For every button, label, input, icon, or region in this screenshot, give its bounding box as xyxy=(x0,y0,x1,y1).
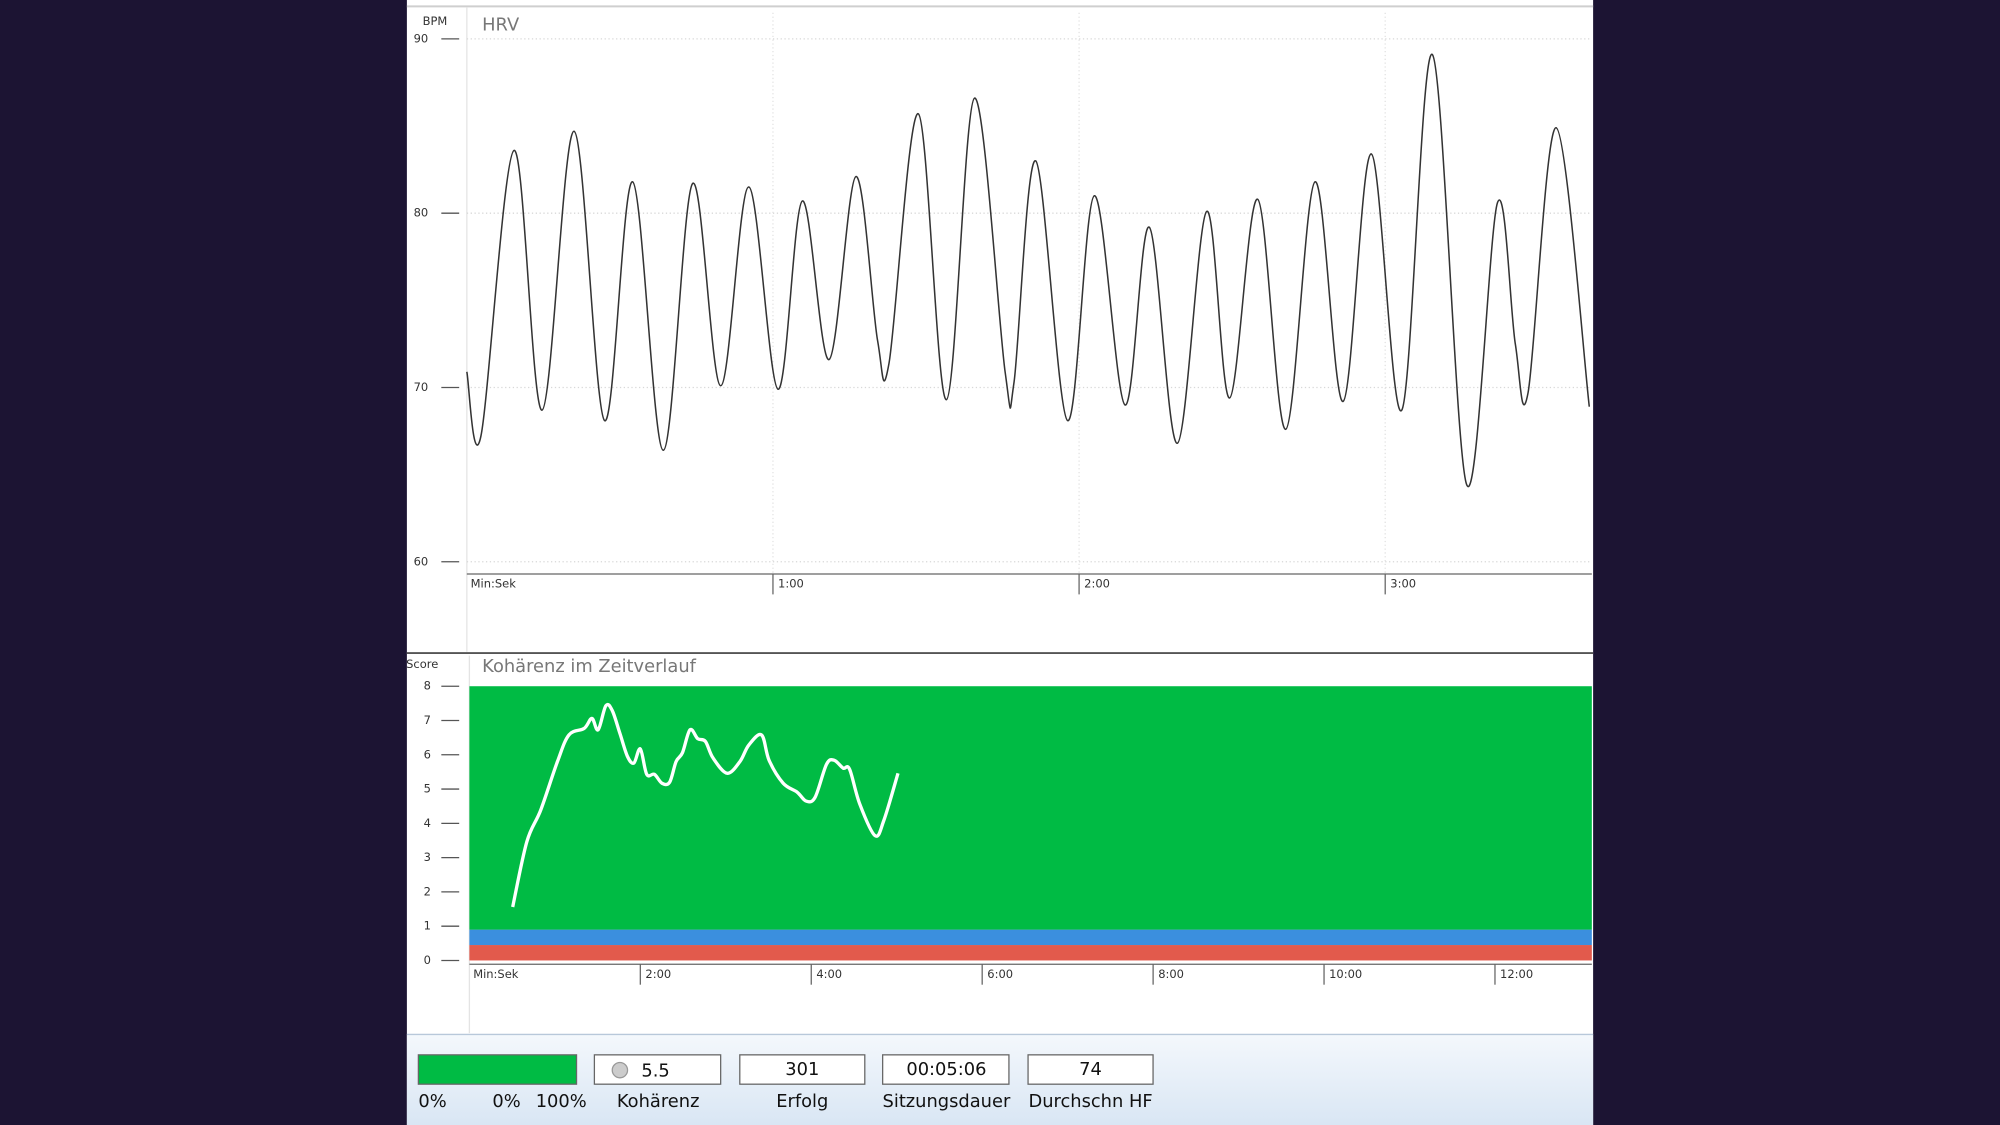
x-tick-label: 2:00 xyxy=(645,967,671,981)
band xyxy=(469,686,1592,930)
field-box xyxy=(739,1054,866,1085)
y-tick-label: 7 xyxy=(424,713,431,727)
y-tick-label: 0 xyxy=(424,953,431,967)
field-label: Erfolg xyxy=(776,1091,828,1112)
status-indicator xyxy=(611,1061,629,1079)
y-tick-label: 6 xyxy=(424,747,431,761)
y-axis-label: Score xyxy=(406,657,438,671)
x-tick-label: 10:00 xyxy=(1329,967,1362,981)
progress-label: 0% xyxy=(492,1091,520,1112)
data-line xyxy=(466,53,1591,488)
y-tick-label: 70 xyxy=(414,380,429,394)
x-axis-label: Min:Sek xyxy=(471,577,517,591)
x-tick-label: 4:00 xyxy=(816,967,842,981)
y-tick-label: 8 xyxy=(424,679,431,693)
progress-label: 0% xyxy=(418,1091,446,1112)
y-tick-label: 4 xyxy=(424,816,431,830)
y-tick-label: 60 xyxy=(414,554,429,568)
field-box xyxy=(1027,1054,1154,1085)
x-tick-label: 3:00 xyxy=(1390,577,1416,591)
field-value: 74 xyxy=(1079,1059,1102,1080)
field-value: 301 xyxy=(785,1059,819,1080)
progress-bar xyxy=(417,1054,578,1085)
band xyxy=(469,945,1592,961)
data-line xyxy=(511,702,900,908)
status-items: 0% 0% 100% 5.5 Kohärenz 301 Erfolg 00:05… xyxy=(417,1054,1154,1112)
y-tick-label: 90 xyxy=(414,31,429,45)
x-tick-label: 8:00 xyxy=(1158,967,1184,981)
y-tick-label: 3 xyxy=(424,850,431,864)
chart-title: HRV xyxy=(482,15,520,36)
x-tick-label: 2:00 xyxy=(1084,577,1110,591)
progress-label: 100% xyxy=(536,1091,587,1112)
x-tick-label: 6:00 xyxy=(987,967,1013,981)
field-label: Kohärenz xyxy=(617,1091,700,1112)
x-tick-label: 12:00 xyxy=(1500,967,1533,981)
field-label: Durchschn HF xyxy=(1028,1091,1152,1112)
chart-title: Kohärenz im Zeitverlauf xyxy=(482,656,696,677)
y-tick-label: 80 xyxy=(414,206,429,220)
field-value: 5.5 xyxy=(641,1060,669,1081)
y-tick-label: 1 xyxy=(424,919,431,933)
y-axis-label: BPM xyxy=(423,14,448,28)
field-box xyxy=(882,1054,1010,1085)
field-value: 00:05:06 xyxy=(906,1059,986,1080)
y-tick-label: 5 xyxy=(424,782,431,796)
y-tick-label: 2 xyxy=(424,884,431,898)
field-label: Sitzungsdauer xyxy=(883,1091,1011,1112)
band xyxy=(469,929,1592,946)
x-axis-label: Min:Sek xyxy=(473,967,519,981)
x-tick-label: 1:00 xyxy=(778,577,804,591)
